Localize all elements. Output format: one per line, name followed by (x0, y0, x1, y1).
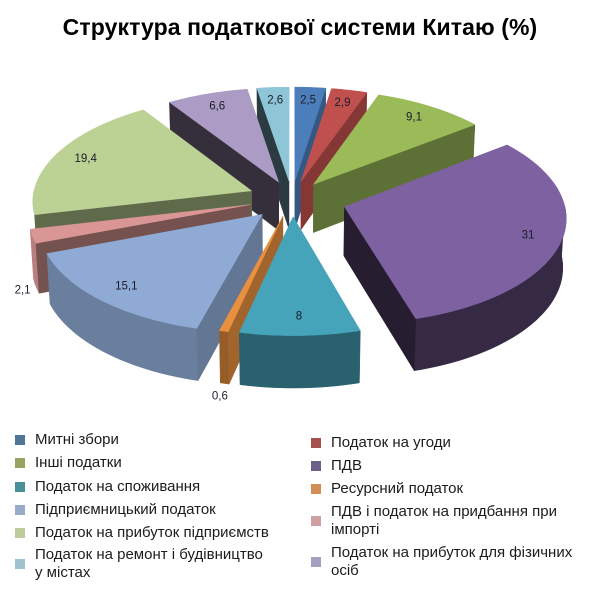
pie-slice-outer-wall (219, 330, 230, 385)
legend-swatch (15, 458, 25, 468)
legend-item-vat: ПДВ (311, 457, 362, 475)
data-label: 9,1 (406, 112, 422, 124)
data-label: 15,1 (115, 280, 137, 292)
legend-swatch (311, 557, 321, 567)
legend-swatch (15, 559, 25, 569)
data-label: 2,6 (267, 95, 283, 107)
pie-slice-top (238, 216, 361, 336)
pie-slice-top (312, 94, 476, 185)
pie-chart: 2,5 2,9 9,1 31 8 0,6 15,1 2,1 19,4 6,6 2,6 (15, 86, 567, 403)
legend-label: Підприємницький податок (35, 501, 216, 518)
legend-item-personal-income-tax: Податок на прибуток для фізичних осіб (311, 544, 572, 580)
pie-slice-top (256, 86, 290, 182)
legend-swatch (15, 435, 25, 445)
legend-label: ПДВ (331, 457, 362, 474)
legend-swatch (311, 484, 321, 494)
legend-item-corporate-income-tax: Податок на прибуток підприємств (15, 524, 269, 542)
pie-slice-top (32, 109, 253, 215)
pie-slice (256, 86, 290, 230)
data-label: 8 (296, 310, 302, 322)
pie-slice (343, 144, 567, 372)
data-label: 2,9 (335, 97, 351, 109)
legend-item-customs-duties: Митні збори (15, 431, 119, 449)
legend-label: Ресурсний податок (331, 480, 464, 497)
legend-swatch (311, 461, 321, 471)
legend-label: Податок на споживання (35, 478, 201, 495)
legend-item-urban-construction-tax: Податок на ремонт і будівництво у містах (15, 546, 263, 582)
legend-label: Податок на угоди (331, 434, 451, 451)
legend-item-transaction-tax: Податок на угоди (311, 434, 451, 452)
legend-item-other-taxes: Інші податки (15, 454, 122, 472)
pie-slice-top (300, 88, 368, 182)
chart-title: Структура податкової системи Китаю (%) (62, 14, 538, 40)
legend-swatch (15, 528, 25, 538)
pie-slice-outer-wall (239, 330, 361, 389)
legend-item-import-vat: ПДВ і податок на придбання при імпорті (311, 503, 557, 539)
legend-swatch (15, 505, 25, 515)
pie-slice-top (46, 214, 263, 329)
data-label: 0,6 (212, 391, 228, 403)
data-label: 2,5 (300, 95, 316, 107)
data-label: 2,1 (15, 285, 31, 297)
pie-slices (29, 86, 567, 389)
pie-slice-top (294, 86, 327, 182)
legend-label: Податок на прибуток для фізичних осіб (331, 544, 573, 579)
legend-swatch (311, 516, 321, 526)
pie-slice (46, 213, 263, 382)
pie-slice-top (168, 88, 280, 183)
legend-swatch (311, 438, 321, 448)
legend-swatch (15, 482, 25, 492)
legend-item-business-tax: Підприємницький податок (15, 501, 216, 519)
legend-label: Податок на прибуток підприємств (35, 524, 269, 541)
legend-item-consumption-tax: Податок на споживання (15, 478, 200, 496)
legend-item-resource-tax: Ресурсний податок (311, 480, 463, 498)
legend-label: Митні збори (35, 431, 119, 448)
pie-slice-top (29, 204, 250, 244)
data-label: 6,6 (209, 100, 225, 112)
pie-slice-top (219, 216, 284, 333)
data-label: 31 (522, 230, 535, 242)
data-label: 19,4 (75, 153, 98, 165)
pie-slice-top (344, 144, 567, 319)
legend-label: Інші податки (35, 454, 122, 471)
data-labels: 2,5 2,9 9,1 31 8 0,6 15,1 2,1 19,4 6,6 2,6 (15, 95, 535, 403)
pie-slice (238, 216, 361, 389)
legend-label: Податок на ремонт і будівництво у містах (35, 546, 263, 581)
legend-label: ПДВ і податок на придбання при імпорті (331, 503, 557, 538)
